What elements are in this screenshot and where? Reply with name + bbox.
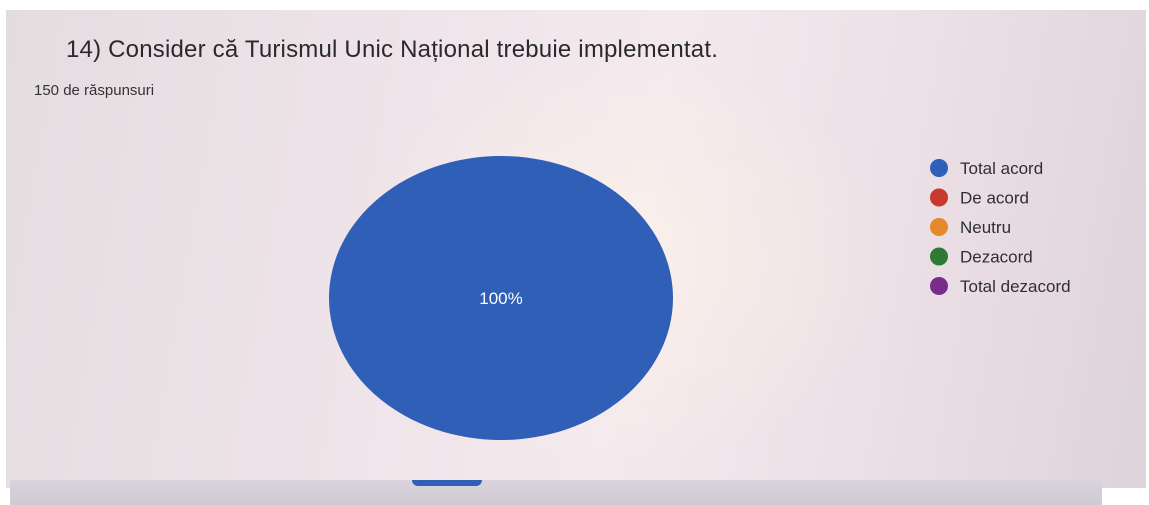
legend-marker-3 [930, 247, 948, 266]
legend-marker-4 [930, 277, 948, 295]
pie-data-labels: 100% [479, 289, 522, 308]
legend-label-0: Total acord [960, 159, 1043, 178]
next-chart-peek [412, 480, 482, 486]
question-title: 14) Consider că Turismul Unic Național t… [66, 36, 719, 63]
legend-marker-1 [930, 188, 948, 207]
chart-card: 14) Consider că Turismul Unic Național t… [6, 10, 1146, 488]
legend-label-2: Neutru [960, 218, 1011, 237]
pie-slices [329, 156, 673, 440]
pie-slice-0 [329, 156, 673, 440]
screen-bottom-edge [10, 480, 1102, 505]
chart-legend: Total acord De acord Neutru Dezacord Total d… [930, 159, 1071, 296]
legend-label-3: Dezacord [960, 248, 1033, 267]
legend-label-4: Total dezacord [960, 277, 1071, 296]
responses-count: 150 de răspunsuri [34, 82, 155, 99]
legend-marker-2 [930, 218, 948, 236]
legend-label-1: De acord [960, 189, 1029, 208]
legend-marker-0 [930, 159, 948, 177]
pie-data-label: 100% [479, 289, 522, 308]
